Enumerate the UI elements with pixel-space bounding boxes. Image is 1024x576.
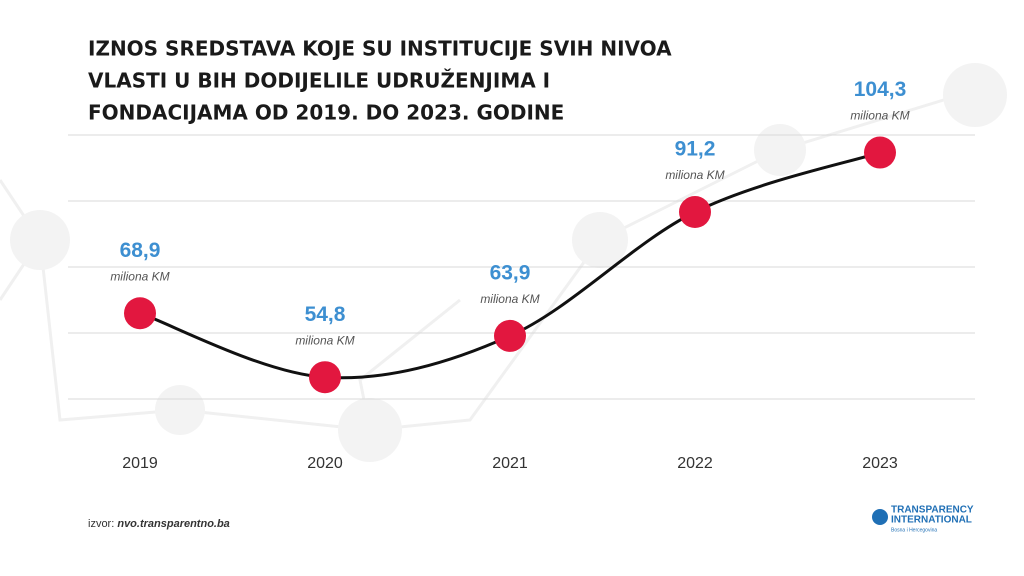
- network-node: [155, 385, 205, 435]
- value-label: 104,3: [854, 78, 907, 101]
- chart-title-line: VLASTI U BIH DODIJELILE UDRUŽENJIMA I: [88, 69, 550, 93]
- value-label: 68,9: [120, 239, 161, 262]
- unit-label: miliona KM: [295, 333, 354, 347]
- x-tick-label: 2021: [492, 455, 528, 472]
- value-label: 63,9: [490, 261, 531, 284]
- marker: [864, 136, 896, 169]
- x-tick-label: 2019: [122, 455, 158, 472]
- marker: [679, 196, 711, 229]
- network-node: [943, 63, 1007, 127]
- background-decoration: [0, 63, 1007, 462]
- logo-subtext: Bosna i Hercegovina: [891, 527, 937, 533]
- source-url: nvo.transparentno.ba: [117, 518, 229, 530]
- unit-label: miliona KM: [480, 292, 539, 306]
- chart-title-line: FONDACIJAMA OD 2019. DO 2023. GODINE: [88, 101, 564, 125]
- chart-title-line: IZNOS SREDSTAVA KOJE SU INSTITUCIJE SVIH…: [88, 37, 672, 61]
- network-node: [338, 398, 402, 462]
- value-label: 54,8: [305, 303, 346, 326]
- logo-icon: [872, 509, 888, 525]
- marker: [494, 319, 526, 352]
- marker: [124, 297, 156, 330]
- logo: TRANSPARENCY INTERNATIONAL Bosna i Herce…: [872, 505, 974, 533]
- source-label: izvor:: [88, 518, 114, 530]
- x-tick-label: 2023: [862, 455, 898, 472]
- logo-text: INTERNATIONAL: [891, 515, 972, 526]
- x-tick-label: 2020: [307, 455, 343, 472]
- value-label: 91,2: [675, 138, 716, 161]
- unit-label: miliona KM: [850, 109, 909, 123]
- network-node: [10, 210, 70, 270]
- marker: [309, 361, 341, 394]
- x-tick-label: 2022: [677, 455, 713, 472]
- network-node: [754, 124, 806, 176]
- network-node: [572, 212, 628, 268]
- unit-label: miliona KM: [110, 269, 169, 283]
- network-lines: [0, 93, 961, 432]
- logo-text: TRANSPARENCY: [891, 505, 974, 516]
- unit-label: miliona KM: [665, 168, 724, 182]
- source: izvor: nvo.transparentno.ba: [88, 518, 230, 530]
- plot-area: 2019 2020 2021 2022 2023 68,9 miliona KM 54,8 mi…: [68, 78, 975, 472]
